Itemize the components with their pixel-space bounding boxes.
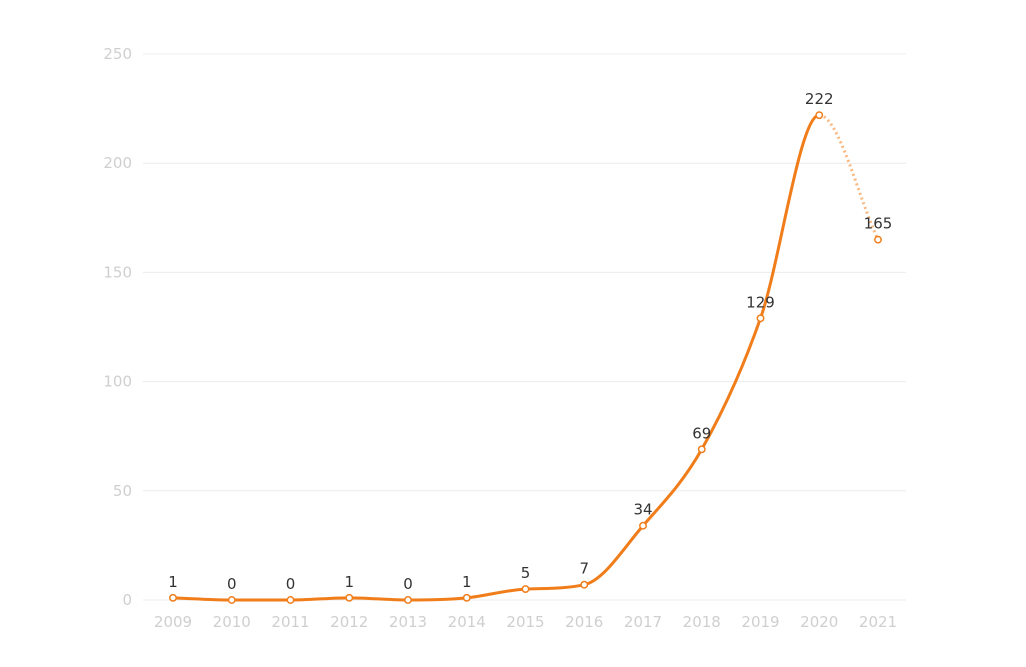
data-label-2021: 165 <box>864 215 893 233</box>
x-tick-label: 2021 <box>859 613 897 631</box>
data-point-2017 <box>639 521 647 530</box>
data-label-2009: 1 <box>168 573 178 591</box>
data-point-2015 <box>521 585 530 594</box>
series-line <box>171 113 880 602</box>
data-label-2013: 0 <box>403 575 413 593</box>
y-axis: 0 50 100 150 200 250 <box>103 45 132 609</box>
data-points <box>169 111 882 604</box>
x-tick-label: 2015 <box>506 613 544 631</box>
y-tick-label: 100 <box>103 373 132 391</box>
data-label-2014: 1 <box>462 573 472 591</box>
data-labels: 1 0 0 1 0 1 5 7 34 69 129 222 165 <box>168 90 892 593</box>
x-tick-label: 2017 <box>624 613 662 631</box>
data-label-2010: 0 <box>227 575 237 593</box>
y-tick-label: 150 <box>103 263 132 281</box>
x-tick-label: 2009 <box>154 613 192 631</box>
data-point-2016 <box>580 580 589 589</box>
x-tick-label: 2010 <box>213 613 251 631</box>
x-tick-label: 2019 <box>741 613 779 631</box>
data-point-2012 <box>345 593 354 602</box>
data-point-2019 <box>756 314 765 323</box>
x-tick-label: 2011 <box>271 613 309 631</box>
data-point-2020 <box>815 111 824 120</box>
grid-layer <box>143 53 906 601</box>
series-line-solid <box>171 113 821 602</box>
x-tick-label: 2013 <box>389 613 427 631</box>
x-tick-label: 2016 <box>565 613 603 631</box>
data-label-2011: 0 <box>286 575 296 593</box>
y-tick-label: 0 <box>122 591 132 609</box>
y-tick-label: 250 <box>103 45 132 63</box>
x-axis: 2009 2010 2011 2012 2013 2014 2015 2016 2017 2018… <box>154 613 897 631</box>
data-point-2013 <box>404 596 412 604</box>
y-tick-label: 200 <box>103 154 132 172</box>
data-point-2009 <box>169 593 177 602</box>
data-point-2011 <box>286 596 295 604</box>
x-tick-label: 2018 <box>683 613 721 631</box>
data-label-2020: 222 <box>805 90 834 108</box>
data-label-2018: 69 <box>692 424 711 442</box>
data-label-2015: 5 <box>521 564 531 582</box>
data-label-2017: 34 <box>633 501 652 519</box>
data-point-2010 <box>227 596 236 604</box>
x-tick-label: 2012 <box>330 613 368 631</box>
data-point-2021 <box>874 235 882 244</box>
x-tick-label: 2014 <box>448 613 486 631</box>
data-point-2014 <box>462 593 471 602</box>
data-label-2012: 1 <box>344 573 354 591</box>
y-tick-label: 50 <box>113 482 132 500</box>
data-point-2018 <box>697 445 706 454</box>
x-tick-label: 2020 <box>800 613 838 631</box>
data-label-2016: 7 <box>579 560 589 578</box>
data-label-2019: 129 <box>746 293 775 311</box>
